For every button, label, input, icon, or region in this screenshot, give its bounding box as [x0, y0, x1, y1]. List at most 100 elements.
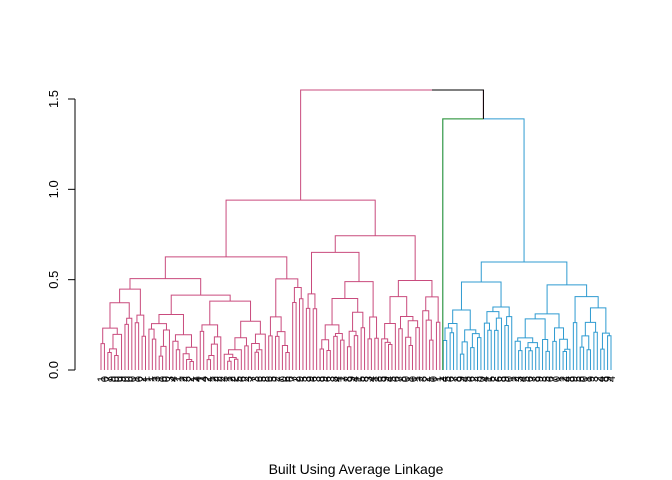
dendrogram-link	[185, 346, 198, 370]
dendrogram-link	[470, 347, 475, 370]
leaf-label: 0	[161, 376, 173, 382]
leaf-label: 8	[260, 376, 272, 382]
leaf-label: 9	[318, 376, 330, 382]
dendrogram-link	[300, 89, 484, 201]
leaf-label: 1	[435, 376, 447, 382]
dendrogram-link	[326, 350, 331, 370]
leaf-label: 1	[175, 376, 187, 382]
leaf-label: 3	[589, 376, 601, 382]
dendrogram-link	[164, 256, 288, 279]
dendrogram-link	[384, 341, 391, 370]
leaf-label: 7	[548, 376, 560, 382]
leaf-label: 6	[493, 376, 505, 382]
dendrogram-link	[562, 350, 568, 370]
dendrogram-link	[254, 333, 266, 370]
dendrogram-link	[114, 354, 119, 370]
dendrogram-link	[425, 319, 432, 370]
leaf-label: 5	[377, 376, 389, 382]
leaf-label: 3	[538, 376, 550, 382]
leaf-label: 2	[137, 376, 149, 382]
leaf-label: 4	[349, 376, 361, 382]
leaf-label: 2	[592, 376, 604, 382]
leaf-label: 9	[346, 376, 358, 382]
leaf-label: 6	[390, 376, 402, 382]
leaf-label: 6	[253, 376, 265, 382]
leaf-label: 0	[277, 376, 289, 382]
dendrogram-link	[607, 335, 612, 370]
leaf-label: 9	[380, 376, 392, 382]
leaf-label: 2	[209, 376, 221, 382]
dendrogram-link	[527, 342, 538, 348]
leaf-label: 8	[531, 376, 543, 382]
dendrogram-link	[331, 298, 359, 325]
dendrogram-link	[136, 314, 145, 337]
dendrogram-link	[564, 348, 571, 370]
leaf-label: 0	[401, 376, 413, 382]
leaf-label: 0	[127, 376, 139, 382]
dendrogram-link	[344, 281, 374, 318]
leaf-label: 4	[606, 376, 618, 382]
dendrogram-link	[524, 318, 546, 340]
dendrogram-link	[584, 321, 597, 336]
dendrogram-link	[477, 337, 482, 370]
dendrogram-link	[369, 316, 378, 339]
dendrogram-link	[399, 316, 414, 329]
dendrogram-link	[581, 335, 590, 350]
leaf-label: 1	[555, 376, 567, 382]
leaf-label: 4	[366, 376, 378, 382]
y-tick-label: 1.0	[46, 180, 61, 198]
dendrogram-link	[429, 339, 434, 370]
y-axis: 0.0 0.5 1.0 1.5	[46, 90, 76, 379]
leaf-label: 3	[363, 376, 375, 382]
dendrogram-link	[268, 335, 273, 370]
leaf-label: 1	[507, 376, 519, 382]
leaf-label: 6	[524, 376, 536, 382]
leaf-label: 4	[199, 376, 211, 382]
leaf-label: 5	[442, 376, 454, 382]
dendrogram-link	[471, 333, 480, 348]
dendrogram-link	[312, 308, 318, 370]
leaf-label: 9	[534, 376, 546, 382]
dendrogram-link	[225, 199, 376, 257]
leaf-label: 4	[479, 376, 491, 382]
dendrogram-link	[593, 331, 598, 370]
leaf-label: 0	[476, 376, 488, 382]
dendrogram-link	[495, 317, 502, 370]
dendrogram-link	[100, 343, 105, 370]
leaf-label: 8	[397, 376, 409, 382]
leaf-label: 9	[305, 376, 317, 382]
leaf-label: 9	[500, 376, 512, 382]
dendrogram-link	[381, 338, 389, 370]
dendrogram-link	[487, 329, 492, 370]
leaf-label: 2	[490, 376, 502, 382]
leaf-label: 1	[425, 376, 437, 382]
dendrogram-link	[425, 296, 439, 323]
leaf-label: 9	[295, 376, 307, 382]
leaf-label: 5	[356, 376, 368, 382]
leaf-label: 0	[134, 376, 146, 382]
dendrogram-link	[422, 310, 430, 370]
y-tick-label: 0.0	[46, 361, 61, 379]
leaf-label: 1	[206, 376, 218, 382]
leaf-label: 1	[188, 376, 200, 382]
leaf-label: 4	[332, 376, 344, 382]
dendrogram-branches	[100, 89, 612, 370]
dendrogram-link	[601, 332, 610, 350]
dendrogram-link	[554, 327, 565, 342]
dendrogram-link	[460, 281, 502, 311]
dendrogram-link	[269, 316, 282, 336]
leaf-label: 5	[486, 376, 498, 382]
dendrogram-link	[124, 323, 129, 370]
leaf-label: 9	[117, 376, 129, 382]
leaf-label: 6	[575, 376, 587, 382]
leaf-label: 6	[445, 376, 457, 382]
leaf-label: 6	[236, 376, 248, 382]
leaf-label: 3	[418, 376, 430, 382]
leaf-label: 0	[110, 376, 122, 382]
dendrogram-link	[348, 330, 357, 347]
dendrogram-link	[233, 358, 239, 370]
leaf-label: 2	[178, 376, 190, 382]
leaf-label: 1	[195, 376, 207, 382]
dendrogram-link	[199, 330, 205, 370]
leaf-label: 2	[185, 376, 197, 382]
